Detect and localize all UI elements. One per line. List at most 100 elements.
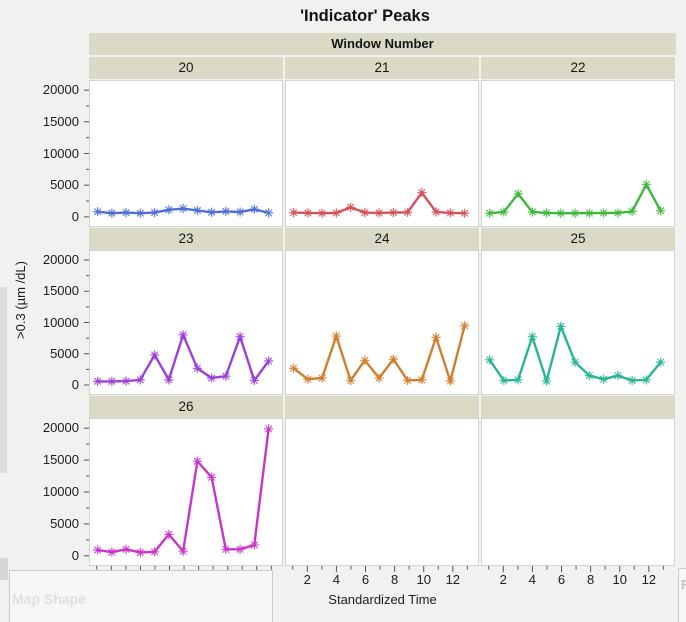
panel-header-empty-1 bbox=[285, 396, 479, 418]
plot-panel-23 bbox=[89, 250, 283, 395]
asterisk-marker bbox=[346, 375, 356, 386]
asterisk-marker bbox=[235, 207, 245, 217]
plot-panel-26 bbox=[89, 418, 283, 566]
y-tick-label: 15000 bbox=[42, 452, 79, 468]
asterisk-marker bbox=[289, 363, 299, 373]
asterisk-marker bbox=[164, 529, 174, 540]
x-axis-ticks bbox=[96, 566, 664, 572]
plot-panel-empty-1 bbox=[285, 418, 479, 566]
plot-panel-22 bbox=[481, 80, 675, 227]
asterisk-marker bbox=[150, 207, 160, 218]
x-tick-label: 10 bbox=[416, 572, 431, 587]
asterisk-marker bbox=[431, 207, 441, 217]
y-axis-ticks-row-3 bbox=[84, 427, 89, 557]
asterisk-marker bbox=[374, 373, 384, 383]
y-tick-label: 5000 bbox=[50, 515, 79, 531]
asterisk-marker bbox=[331, 331, 341, 341]
plot-panel-21 bbox=[285, 80, 479, 227]
y-tick-label: 0 bbox=[71, 547, 79, 563]
asterisk-marker bbox=[264, 208, 274, 218]
asterisk-marker bbox=[303, 374, 313, 384]
asterisk-marker bbox=[445, 376, 455, 386]
y-tick-label: 20000 bbox=[42, 420, 79, 436]
panel-header-23: 23 bbox=[89, 228, 283, 250]
x-tick-label: 12 bbox=[445, 572, 461, 587]
asterisk-marker bbox=[93, 376, 103, 386]
asterisk-marker bbox=[460, 208, 470, 218]
asterisk-marker bbox=[513, 189, 523, 199]
left-panel-edge bbox=[0, 287, 7, 473]
y-tick-label: 15000 bbox=[42, 283, 79, 299]
asterisk-marker bbox=[542, 376, 552, 386]
facet-header-band: Window Number bbox=[89, 33, 676, 55]
asterisk-marker bbox=[164, 375, 174, 385]
asterisk-marker bbox=[360, 355, 370, 365]
x-tick-label: 6 bbox=[361, 572, 370, 587]
x-tick-label: 2 bbox=[303, 572, 311, 587]
x-axis-title: Standardized Time bbox=[328, 592, 437, 607]
y-tick-label: 5000 bbox=[50, 345, 79, 361]
map-shape-drop-zone-label: Map Shape bbox=[12, 591, 86, 607]
asterisk-marker bbox=[135, 208, 145, 218]
asterisk-marker bbox=[570, 357, 580, 367]
asterisk-marker bbox=[584, 370, 594, 381]
asterisk-marker bbox=[164, 205, 174, 215]
plot-panel-24 bbox=[285, 250, 479, 395]
panel-header-25: 25 bbox=[481, 228, 675, 250]
asterisk-marker bbox=[613, 370, 623, 381]
y-tick-label: 20000 bbox=[42, 252, 79, 267]
asterisk-marker bbox=[527, 207, 537, 217]
panel-header-empty-2 bbox=[481, 396, 675, 418]
asterisk-marker bbox=[431, 332, 441, 342]
asterisk-marker bbox=[207, 373, 217, 383]
asterisk-marker bbox=[403, 375, 413, 386]
asterisk-marker bbox=[499, 207, 509, 217]
asterisk-marker bbox=[460, 321, 470, 331]
asterisk-marker bbox=[121, 207, 131, 218]
y-tick-label: 10000 bbox=[42, 314, 79, 330]
asterisk-marker bbox=[264, 424, 274, 434]
asterisk-marker bbox=[499, 375, 509, 386]
asterisk-marker bbox=[513, 375, 523, 385]
plot-panel-empty-2 bbox=[481, 418, 675, 566]
y-tick-label: 20000 bbox=[42, 82, 79, 98]
asterisk-marker bbox=[542, 208, 552, 218]
asterisk-marker bbox=[584, 208, 594, 218]
asterisk-marker bbox=[235, 332, 245, 342]
asterisk-marker bbox=[627, 206, 637, 216]
asterisk-marker bbox=[289, 207, 299, 218]
freq-drop-zone-label: F bbox=[681, 577, 686, 592]
asterisk-marker bbox=[641, 375, 651, 385]
asterisk-marker bbox=[360, 207, 370, 218]
asterisk-marker bbox=[403, 207, 413, 217]
freq-drop-zone[interactable]: F bbox=[678, 568, 686, 622]
asterisk-marker bbox=[249, 375, 259, 386]
asterisk-marker bbox=[135, 547, 145, 558]
asterisk-marker bbox=[264, 356, 274, 366]
asterisk-marker bbox=[192, 363, 202, 373]
x-tick-label: 8 bbox=[390, 572, 399, 587]
asterisk-marker bbox=[192, 205, 202, 216]
x-tick-label: 12 bbox=[641, 572, 657, 587]
panel-header-21: 21 bbox=[285, 57, 479, 79]
plot-panel-25 bbox=[481, 250, 675, 395]
asterisk-marker bbox=[374, 208, 384, 218]
asterisk-marker bbox=[150, 350, 160, 360]
asterisk-marker bbox=[417, 375, 427, 385]
panel-header-22: 22 bbox=[481, 57, 675, 79]
x-tick-label: 4 bbox=[528, 572, 537, 587]
asterisk-marker bbox=[221, 544, 231, 554]
asterisk-marker bbox=[599, 208, 609, 218]
map-shape-drop-zone[interactable]: Map Shape bbox=[9, 570, 273, 622]
y-tick-label: 5000 bbox=[50, 177, 79, 193]
plot-panel-20 bbox=[89, 80, 283, 227]
x-tick-label: 4 bbox=[332, 572, 341, 587]
asterisk-marker bbox=[388, 354, 398, 364]
left-panel-corner bbox=[0, 558, 8, 580]
asterisk-marker bbox=[388, 207, 398, 218]
asterisk-marker bbox=[613, 208, 623, 218]
x-tick-label: 10 bbox=[612, 572, 627, 587]
asterisk-marker bbox=[178, 203, 188, 214]
asterisk-marker bbox=[656, 357, 666, 367]
